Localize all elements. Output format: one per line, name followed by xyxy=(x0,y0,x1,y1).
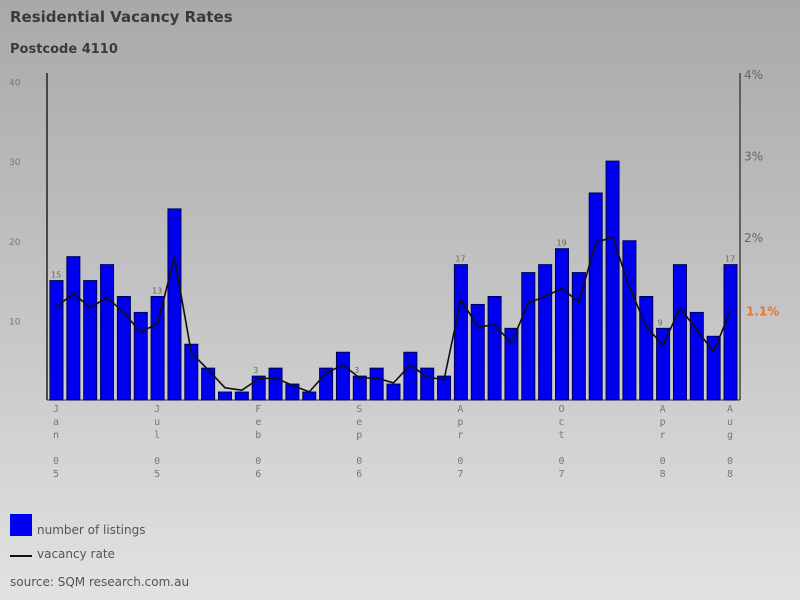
bar xyxy=(538,264,553,401)
bar xyxy=(588,192,603,401)
bar xyxy=(420,367,435,401)
bar xyxy=(218,391,232,401)
left-tick-label: 30 xyxy=(9,158,21,168)
bar xyxy=(184,343,199,401)
bar xyxy=(689,311,704,401)
bar xyxy=(622,240,637,401)
bar xyxy=(706,335,721,401)
legend-bar-swatch xyxy=(10,514,32,536)
data-label: 17 xyxy=(455,255,465,264)
data-label: 3 xyxy=(354,366,359,375)
x-tick-year: 07 xyxy=(558,456,565,480)
bar xyxy=(487,295,502,401)
left-tick-label: 40 xyxy=(9,79,21,89)
legend-line-swatch xyxy=(10,555,32,557)
bar xyxy=(150,295,165,401)
bar xyxy=(672,264,687,401)
bar xyxy=(656,327,671,401)
bar xyxy=(116,295,131,401)
bar xyxy=(100,264,115,401)
x-tick-label: Aug 08 xyxy=(727,403,735,481)
x-tick-month: Sep xyxy=(356,404,363,441)
bar xyxy=(521,272,536,401)
bar xyxy=(251,375,266,401)
x-tick-label: Jan 05 xyxy=(53,403,61,481)
bar xyxy=(605,160,620,401)
x-tick-label: Apr 08 xyxy=(660,403,668,481)
bar xyxy=(403,351,418,401)
x-tick-label: Apr 07 xyxy=(457,403,465,481)
data-label: 13 xyxy=(152,286,162,295)
vacancy-chart: 10 20 30 40 2% 3% 4% 1.1% 15 13 3 3 17 19 9 17 xyxy=(9,68,779,401)
x-tick-year: 05 xyxy=(53,456,60,480)
bar xyxy=(352,375,367,401)
left-tick-label: 20 xyxy=(9,238,21,248)
data-label: 15 xyxy=(51,271,61,280)
x-tick-month: Oct xyxy=(558,404,565,441)
bar xyxy=(504,327,519,401)
bar xyxy=(555,248,569,401)
x-tick-year: 08 xyxy=(659,456,666,480)
bar xyxy=(302,391,317,401)
current-vacancy-label: 1.1% xyxy=(746,304,779,318)
data-label: 19 xyxy=(557,239,567,248)
bar xyxy=(470,303,485,401)
x-tick-month: Aug xyxy=(727,404,734,441)
left-tick-label: 10 xyxy=(9,317,21,327)
right-tick-label: 3% xyxy=(744,150,763,164)
x-tick-label: Sep 06 xyxy=(356,403,364,481)
source-note: source: SQM research.com.au xyxy=(10,575,190,589)
x-tick-label: Jul 05 xyxy=(154,403,162,481)
bar xyxy=(167,208,182,401)
chart-title: Residential Vacancy Rates xyxy=(10,8,233,26)
data-label: 3 xyxy=(253,366,258,375)
bar xyxy=(369,367,384,401)
data-label: 9 xyxy=(658,318,663,327)
legend-vacancy: vacancy rate xyxy=(37,547,115,561)
bar xyxy=(83,280,98,401)
x-tick-year: 08 xyxy=(727,456,734,480)
bar xyxy=(639,295,654,401)
x-tick-label: Oct 07 xyxy=(559,403,567,481)
x-tick-month: Jan xyxy=(53,404,60,441)
bar xyxy=(453,264,468,401)
x-tick-month: Jul xyxy=(154,404,161,441)
right-tick-label: 2% xyxy=(744,231,763,245)
bar xyxy=(49,280,64,401)
x-tick-month: Apr xyxy=(457,404,464,441)
bar xyxy=(66,256,81,401)
bar xyxy=(335,351,350,401)
bar xyxy=(234,391,249,401)
vacancy-line xyxy=(55,236,732,393)
right-tick-label: 4% xyxy=(744,68,763,82)
x-tick-label: Feb 06 xyxy=(255,403,263,481)
bar xyxy=(201,367,216,401)
bar xyxy=(285,383,300,401)
x-tick-year: 05 xyxy=(154,456,161,480)
x-tick-year: 07 xyxy=(457,456,464,480)
data-label: 17 xyxy=(725,255,735,264)
x-tick-month: Apr xyxy=(659,404,666,441)
bar xyxy=(723,264,738,401)
chart-subtitle: Postcode 4110 xyxy=(10,42,118,57)
bar xyxy=(268,367,283,401)
x-tick-month: Feb xyxy=(255,404,262,441)
bar xyxy=(133,311,148,401)
bar xyxy=(571,272,586,401)
x-tick-year: 06 xyxy=(255,456,262,480)
bar xyxy=(386,383,401,401)
legend-listings: number of listings xyxy=(37,523,146,537)
x-tick-year: 06 xyxy=(356,456,363,480)
